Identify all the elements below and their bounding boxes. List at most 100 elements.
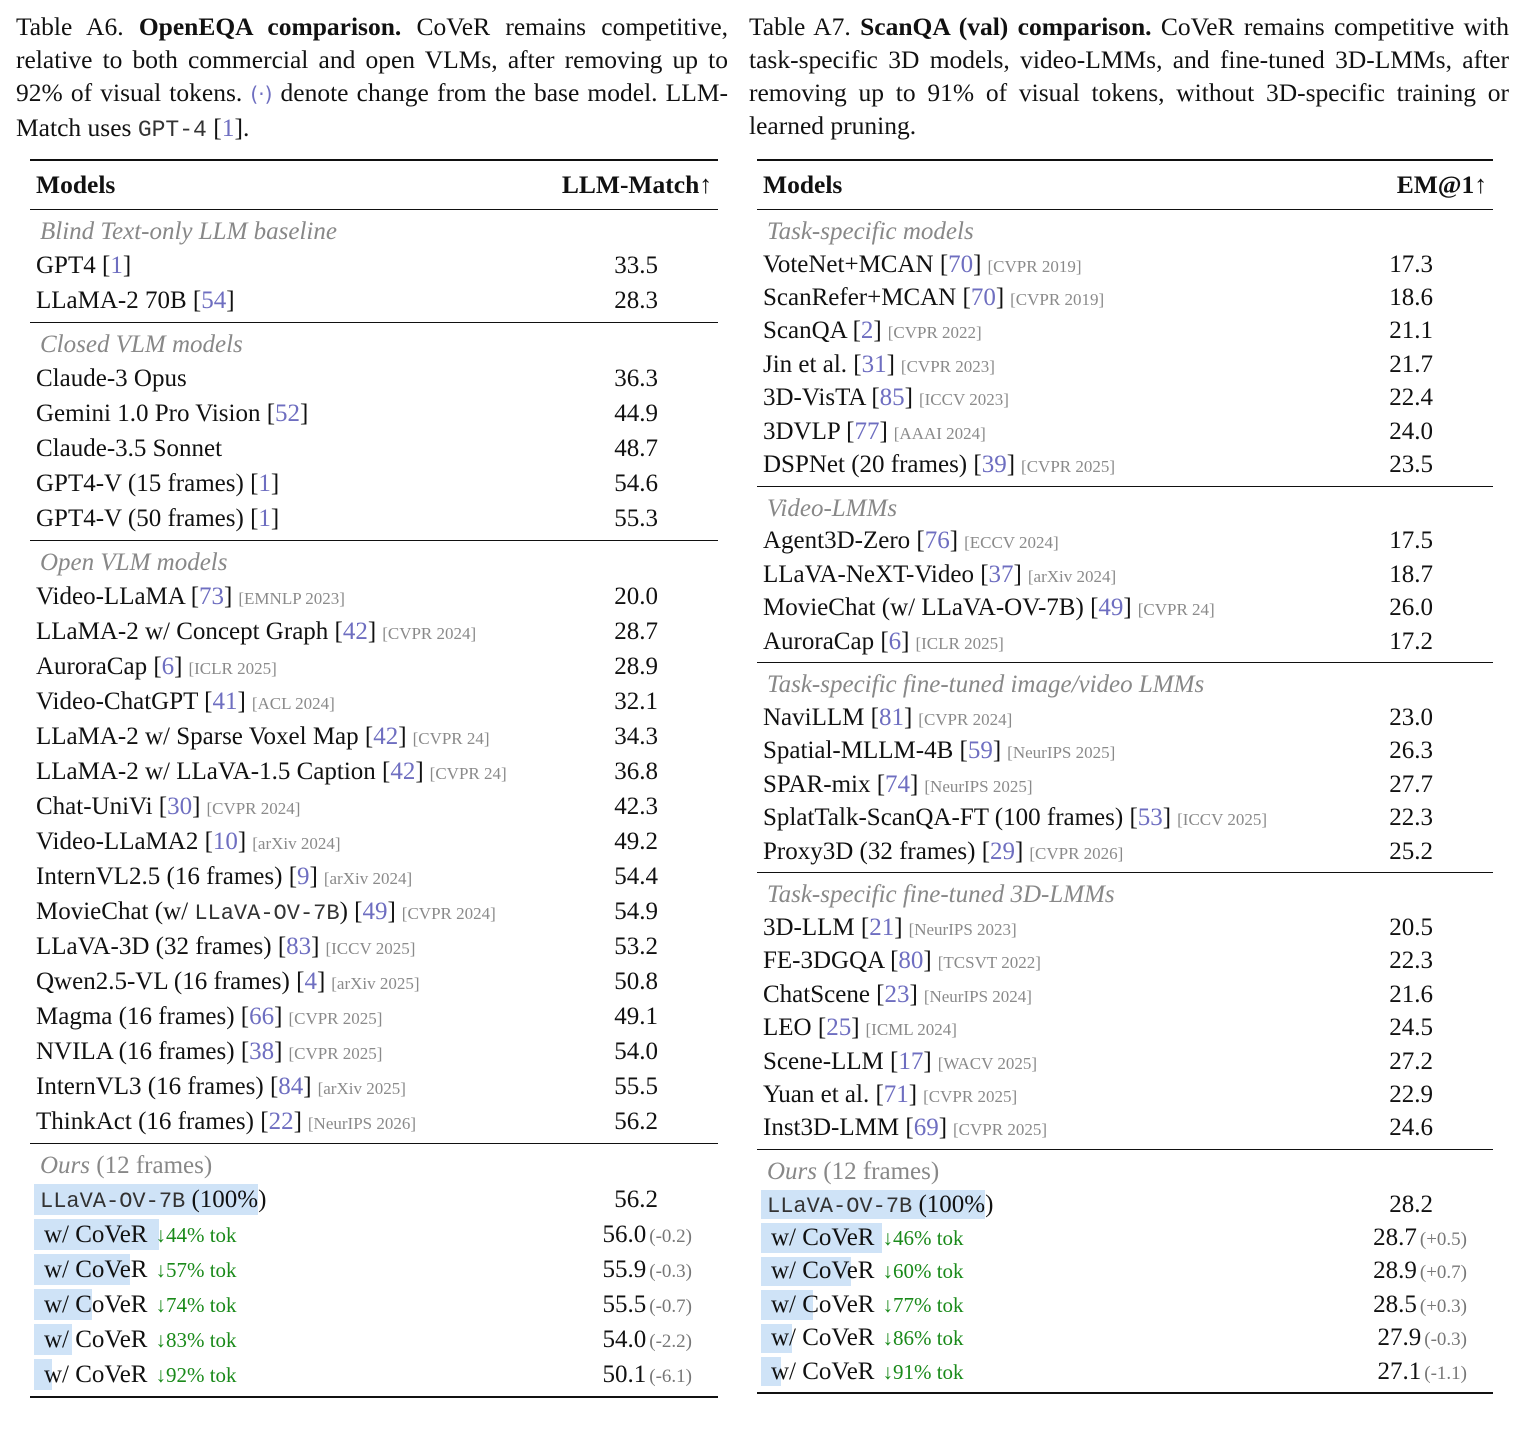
citation-link[interactable]: 21 bbox=[869, 913, 895, 941]
token-retention-bar bbox=[34, 1289, 92, 1320]
model-name: LLaVA-OV-7B (100%) bbox=[30, 1186, 266, 1214]
citation-link[interactable]: 80 bbox=[898, 947, 924, 975]
citation-link[interactable]: 41 bbox=[212, 687, 238, 715]
metric-value-wrap: 28.7 (+0.5) bbox=[1373, 1224, 1467, 1252]
citation-link[interactable]: 42 bbox=[373, 722, 399, 750]
model-label: NVILA (16 frames) bbox=[36, 1037, 241, 1065]
venue-tag: [TCSVT 2022] bbox=[937, 953, 1041, 973]
citation-link[interactable]: 10 bbox=[212, 827, 238, 855]
citation-link[interactable]: 77 bbox=[854, 417, 880, 445]
venue-tag: [WACV 2025] bbox=[937, 1053, 1038, 1073]
table-row: Qwen2.5-VL (16 frames) [4] [arXiv 2025] 50… bbox=[30, 964, 718, 999]
citation-link[interactable]: 1 bbox=[258, 504, 271, 532]
caption-text-2: denote change from the base model. LLM-M… bbox=[16, 78, 728, 142]
citation-link[interactable]: 25 bbox=[826, 1014, 852, 1042]
citation-link[interactable]: 4 bbox=[304, 967, 317, 995]
table-group: Video-LMMs Agent3D-Zero [76] [ECCV 2024] 17… bbox=[757, 487, 1493, 664]
citation-link[interactable]: 6 bbox=[888, 627, 902, 655]
metric-value: 26.3 bbox=[1389, 737, 1433, 765]
table-row: Jin et al. [31] [CVPR 2023] 21.7 bbox=[757, 348, 1493, 381]
citation-link[interactable]: 17 bbox=[898, 1047, 924, 1075]
venue-tag: [CVPR 2019] bbox=[987, 256, 1082, 276]
citation-link[interactable]: 39 bbox=[981, 451, 1007, 479]
metric-value: 27.1 bbox=[1377, 1357, 1422, 1385]
citation-link[interactable]: 85 bbox=[879, 384, 905, 412]
model-name: NaviLLM [81] [CVPR 2024] bbox=[763, 703, 1013, 731]
model-label: w/ CoVeR bbox=[44, 1360, 148, 1388]
table-row: Chat-UniVi [30] [CVPR 2024] 42.3 bbox=[30, 789, 718, 824]
metric-value: 27.7 bbox=[1389, 770, 1433, 798]
model-name: w/ CoVeR ↓74% tok bbox=[30, 1291, 237, 1319]
citation-link[interactable]: 1 bbox=[258, 469, 271, 497]
citation-link[interactable]: 83 bbox=[286, 932, 312, 960]
citation-link[interactable]: 29 bbox=[990, 837, 1016, 865]
citation-link[interactable]: 49 bbox=[1098, 594, 1124, 622]
table-row: LEO [25] [ICML 2024] 24.5 bbox=[757, 1011, 1493, 1044]
ours-subtitle: (12 frames) bbox=[90, 1152, 213, 1179]
citation-link[interactable]: 73 bbox=[199, 582, 225, 610]
model-label: FE-3DGQA bbox=[763, 947, 891, 975]
citation-link[interactable]: 52 bbox=[275, 399, 301, 427]
metric-value-wrap: 28.5 (+0.3) bbox=[1373, 1291, 1467, 1319]
metric-value: 54.0 bbox=[614, 1037, 658, 1065]
metric-value-wrap: 27.9 (-0.3) bbox=[1378, 1324, 1467, 1352]
citation-link[interactable]: 54 bbox=[201, 286, 227, 314]
citation-link[interactable]: 76 bbox=[924, 527, 950, 555]
metric-value: 28.9 bbox=[1373, 1257, 1417, 1285]
table-row: VoteNet+MCAN [70] [CVPR 2019] 17.3 bbox=[757, 248, 1493, 281]
metric-value: 24.6 bbox=[1389, 1114, 1433, 1142]
citation-link[interactable]: 38 bbox=[249, 1037, 275, 1065]
model-suffix: (100%) bbox=[185, 1185, 267, 1213]
model-label: ScanRefer+MCAN bbox=[763, 284, 963, 312]
caption-cite-link[interactable]: 1 bbox=[221, 113, 235, 142]
table-row: GPT4-V (50 frames) [1] 55.3 bbox=[30, 501, 718, 536]
citation-link[interactable]: 42 bbox=[342, 617, 368, 645]
model-label: Scene-LLM bbox=[763, 1047, 891, 1075]
model-name: GPT4-V (50 frames) [1] bbox=[36, 504, 280, 532]
model-label: Claude-3 Opus bbox=[36, 364, 187, 392]
table-row: SPAR-mix [74] [NeurIPS 2025] 27.7 bbox=[757, 768, 1493, 801]
ours-row: w/ CoVeR ↓91% tok 27.1 (-1.1) bbox=[757, 1355, 1493, 1388]
model-name: SplatTalk-ScanQA-FT (100 frames) [53] [IC… bbox=[763, 804, 1268, 832]
token-reduction: ↓57% tok bbox=[155, 1257, 237, 1282]
citation-link[interactable]: 81 bbox=[878, 703, 904, 731]
table-row: 3D-VisTA [85] [ICCV 2023] 22.4 bbox=[757, 382, 1493, 415]
citation-link[interactable]: 70 bbox=[948, 250, 974, 278]
model-name: LLaMA-2 w/ Sparse Voxel Map [42] [CVPR 24… bbox=[36, 722, 490, 750]
citation-link[interactable]: 1 bbox=[110, 251, 123, 279]
metric-delta: (+0.7) bbox=[1419, 1262, 1467, 1284]
model-label: NaviLLM bbox=[763, 703, 871, 731]
model-label-2: ) bbox=[339, 897, 355, 925]
citation-link[interactable]: 49 bbox=[362, 897, 388, 925]
token-reduction: ↓74% tok bbox=[155, 1292, 237, 1317]
citation-link[interactable]: 84 bbox=[278, 1072, 304, 1100]
model-label: LLaMA-2 w/ Sparse Voxel Map bbox=[36, 722, 365, 750]
metric-value-wrap: 55.9 (-0.3) bbox=[603, 1256, 692, 1284]
citation-link[interactable]: 37 bbox=[988, 560, 1014, 588]
citation-link[interactable]: 70 bbox=[970, 284, 996, 312]
table-row: MovieChat (w/ LLaVA-OV-7B) [49] [CVPR 24]… bbox=[757, 592, 1493, 625]
model-mono: LLaVA-OV-7B bbox=[767, 1193, 913, 1219]
model-name: w/ CoVeR ↓46% tok bbox=[757, 1224, 964, 1252]
metric-value: 55.9 bbox=[602, 1255, 647, 1283]
metric-value: 22.4 bbox=[1389, 384, 1433, 412]
table-row: Yuan et al. [71] [CVPR 2025] 22.9 bbox=[757, 1078, 1493, 1111]
model-label: InternVL3 (16 frames) bbox=[36, 1072, 270, 1100]
citation-link[interactable]: 30 bbox=[167, 792, 193, 820]
citation-link[interactable]: 66 bbox=[249, 1002, 275, 1030]
citation-link[interactable]: 9 bbox=[297, 862, 310, 890]
citation-link[interactable]: 23 bbox=[884, 980, 910, 1008]
citation-link[interactable]: 42 bbox=[390, 757, 416, 785]
metric-delta: (-2.2) bbox=[649, 1330, 692, 1352]
citation-link[interactable]: 53 bbox=[1137, 804, 1163, 832]
citation-link[interactable]: 31 bbox=[861, 350, 887, 378]
citation-link[interactable]: 59 bbox=[967, 737, 993, 765]
citation-link[interactable]: 2 bbox=[860, 317, 874, 345]
citation-link[interactable]: 74 bbox=[885, 770, 911, 798]
metric-value: 23.5 bbox=[1389, 451, 1433, 479]
citation-link[interactable]: 71 bbox=[883, 1080, 909, 1108]
citation-link[interactable]: 22 bbox=[268, 1107, 294, 1135]
venue-tag: [NeurIPS 2026] bbox=[307, 1113, 417, 1133]
citation-link[interactable]: 6 bbox=[161, 652, 175, 680]
citation-link[interactable]: 69 bbox=[913, 1114, 939, 1142]
